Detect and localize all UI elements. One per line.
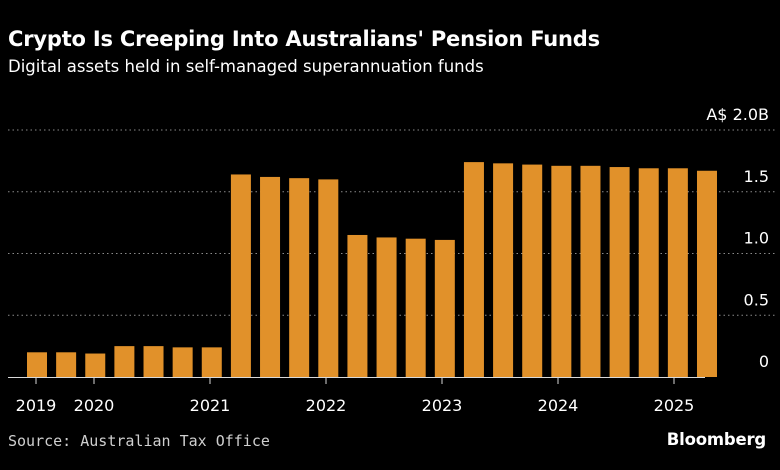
- bar: [522, 164, 543, 377]
- bar: [85, 353, 106, 377]
- bar: [27, 352, 47, 377]
- bar: [114, 346, 135, 377]
- x-tick-label: 2019: [16, 396, 57, 415]
- bar: [260, 176, 281, 377]
- bar: [638, 168, 659, 377]
- bar: [376, 237, 397, 377]
- x-tick-label: 2022: [306, 396, 347, 415]
- y-tick-label: 1.0: [744, 229, 769, 248]
- bar: [230, 174, 251, 377]
- bar: [667, 168, 688, 377]
- x-tick-label: 2025: [654, 396, 695, 415]
- chart-subtitle: Digital assets held in self-managed supe…: [8, 57, 484, 76]
- bar: [696, 170, 717, 377]
- source-note: Source: Australian Tax Office: [8, 432, 270, 450]
- bar: [143, 346, 164, 377]
- bar: [347, 234, 368, 377]
- bar: [172, 347, 193, 377]
- bar: [405, 238, 426, 377]
- y-tick-label: 1.5: [744, 167, 769, 186]
- bar: [289, 178, 310, 377]
- bar: [434, 239, 455, 377]
- y-tick-label: 0.5: [744, 290, 769, 309]
- bloomberg-logo: Bloomberg: [666, 430, 766, 449]
- y-tick-label: 0: [759, 352, 769, 371]
- x-tick-label: 2021: [190, 396, 231, 415]
- bar: [463, 162, 484, 377]
- chart-title: Crypto Is Creeping Into Australians' Pen…: [8, 27, 600, 51]
- bar: [609, 167, 630, 377]
- x-tick-label: 2020: [74, 396, 115, 415]
- bar: [551, 165, 572, 377]
- bar: [318, 179, 339, 377]
- bar: [56, 352, 77, 377]
- bar: [493, 163, 514, 377]
- y-tick-label: A$ 2.0B: [706, 105, 769, 124]
- bar: [201, 347, 222, 377]
- bar: [580, 165, 601, 377]
- x-tick-label: 2024: [538, 396, 579, 415]
- x-tick-label: 2023: [422, 396, 463, 415]
